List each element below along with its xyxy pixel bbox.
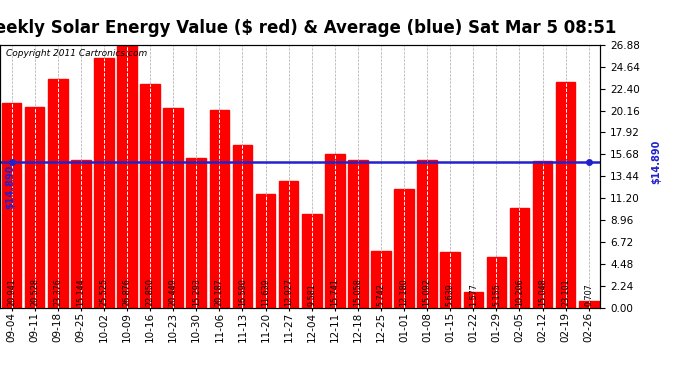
Text: 20.528: 20.528 bbox=[30, 278, 39, 306]
Bar bbox=[486, 257, 506, 307]
Bar bbox=[71, 160, 90, 308]
Bar bbox=[186, 158, 206, 308]
Bar bbox=[94, 58, 114, 308]
Bar bbox=[48, 79, 68, 308]
Bar bbox=[210, 110, 229, 308]
Bar bbox=[233, 146, 253, 308]
Text: 20.449: 20.449 bbox=[168, 278, 177, 306]
Text: 26.876: 26.876 bbox=[123, 278, 132, 306]
Bar bbox=[579, 301, 598, 307]
Bar bbox=[510, 208, 529, 308]
Text: 10.206: 10.206 bbox=[515, 278, 524, 306]
Bar bbox=[164, 108, 183, 307]
Bar bbox=[25, 107, 44, 307]
Text: 15.293: 15.293 bbox=[192, 278, 201, 306]
Text: 12.927: 12.927 bbox=[284, 278, 293, 306]
Text: 23.376: 23.376 bbox=[53, 278, 62, 306]
Text: $14.890: $14.890 bbox=[6, 165, 15, 209]
Text: 15.144: 15.144 bbox=[77, 278, 86, 306]
Bar bbox=[371, 251, 391, 308]
Text: 5.155: 5.155 bbox=[492, 283, 501, 306]
Text: 22.850: 22.850 bbox=[146, 278, 155, 306]
Bar bbox=[279, 181, 298, 308]
Text: 15.092: 15.092 bbox=[423, 278, 432, 306]
Bar bbox=[556, 82, 575, 308]
Text: $14.890: $14.890 bbox=[651, 140, 661, 184]
Bar bbox=[464, 292, 483, 308]
Bar bbox=[256, 194, 275, 308]
Text: 5.639: 5.639 bbox=[446, 283, 455, 306]
Bar bbox=[117, 45, 137, 308]
Text: 12.180: 12.180 bbox=[400, 278, 408, 306]
Bar bbox=[440, 252, 460, 308]
Bar bbox=[417, 160, 437, 308]
Text: 15.058: 15.058 bbox=[353, 278, 362, 306]
Text: 16.590: 16.590 bbox=[238, 278, 247, 306]
Text: 25.525: 25.525 bbox=[99, 278, 108, 306]
Text: 1.577: 1.577 bbox=[469, 283, 477, 306]
Bar bbox=[394, 189, 414, 308]
Bar bbox=[140, 84, 160, 308]
Text: 11.639: 11.639 bbox=[261, 278, 270, 306]
Bar bbox=[302, 214, 322, 308]
Text: 9.581: 9.581 bbox=[307, 283, 316, 306]
Text: 5.742: 5.742 bbox=[377, 283, 386, 306]
Text: 15.741: 15.741 bbox=[331, 278, 339, 306]
Text: Weekly Solar Energy Value ($ red) & Average (blue) Sat Mar 5 08:51: Weekly Solar Energy Value ($ red) & Aver… bbox=[0, 19, 616, 37]
Bar bbox=[348, 160, 368, 308]
Text: 20.941: 20.941 bbox=[7, 278, 16, 306]
Bar bbox=[2, 103, 21, 308]
Text: 15.048: 15.048 bbox=[538, 278, 547, 306]
Text: 20.187: 20.187 bbox=[215, 278, 224, 306]
Bar bbox=[533, 160, 553, 308]
Bar bbox=[325, 154, 344, 308]
Text: 23.101: 23.101 bbox=[561, 278, 570, 306]
Text: Copyright 2011 Cartronics.com: Copyright 2011 Cartronics.com bbox=[6, 49, 147, 58]
Text: 0.707: 0.707 bbox=[584, 283, 593, 306]
